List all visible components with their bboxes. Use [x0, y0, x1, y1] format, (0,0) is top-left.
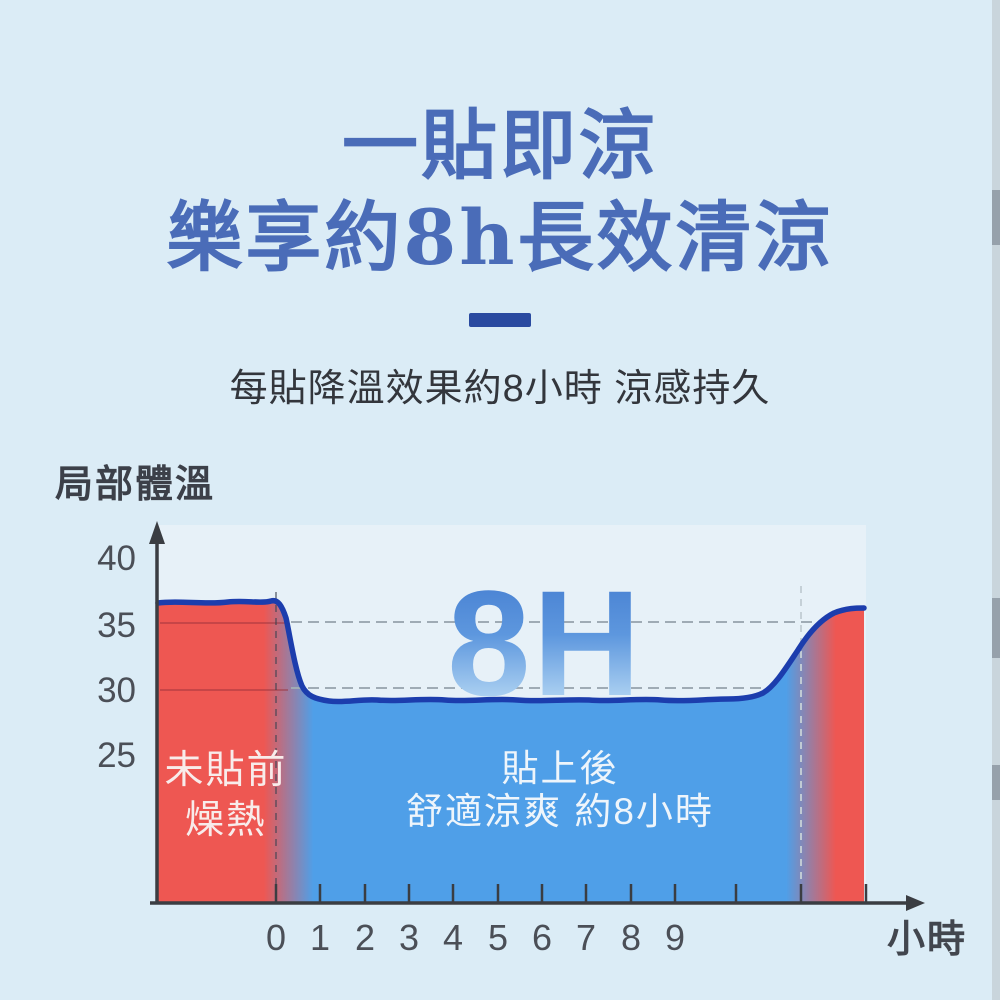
y-axis-title: 局部體溫: [55, 464, 215, 506]
zone-after-label-line2: 舒適涼爽 約8小時: [406, 791, 714, 832]
zone-before-label-line2: 燥熱: [185, 799, 267, 842]
y-tick-40: 40: [97, 539, 136, 578]
x-tick-4: 4: [443, 917, 463, 958]
x-tick-6: 6: [532, 917, 552, 958]
edge-mark: [992, 190, 1000, 245]
x-axis-title: 小時: [887, 919, 967, 961]
x-tick-5: 5: [488, 917, 508, 958]
x-tick-0: 0: [266, 917, 286, 958]
page-title-line1: 一貼即涼: [342, 101, 658, 190]
temperature-chart: 局部體溫 8H 未貼前 燥熱 貼上後 舒適涼爽 約8小時: [55, 464, 967, 961]
y-tick-35: 35: [97, 606, 136, 645]
x-tick-3: 3: [399, 917, 419, 958]
x-tick-1: 1: [310, 917, 330, 958]
x-tick-7: 7: [576, 917, 596, 958]
y-axis-arrow: [149, 521, 165, 544]
edge-mark: [992, 765, 1000, 800]
temperature-curve: [155, 597, 867, 705]
x-tick-8: 8: [621, 917, 641, 958]
y-tick-25: 25: [97, 736, 136, 775]
page-title-line2: 樂享約8h長效清涼: [166, 193, 834, 282]
carousel-next-image-edge: [992, 0, 1000, 1000]
zone-after-label-line1: 貼上後: [502, 748, 619, 789]
y-tick-30: 30: [97, 671, 136, 710]
edge-mark: [992, 598, 1000, 658]
x-axis-arrow: [906, 895, 925, 911]
title-divider-bar: [469, 313, 531, 327]
temperature-area-fill: [158, 600, 864, 902]
y-tick-labels: 40 35 30 25: [97, 539, 136, 775]
x-tick-9: 9: [665, 917, 685, 958]
x-tick-2: 2: [355, 917, 375, 958]
x-tick-labels: 0 1 2 3 4 5 6 7 8 9: [266, 917, 685, 958]
x-axis-ticks: [274, 884, 868, 903]
zone-before-label-line1: 未貼前: [164, 749, 287, 792]
page-subtitle: 每貼降溫效果約8小時 涼感持久: [229, 368, 771, 410]
